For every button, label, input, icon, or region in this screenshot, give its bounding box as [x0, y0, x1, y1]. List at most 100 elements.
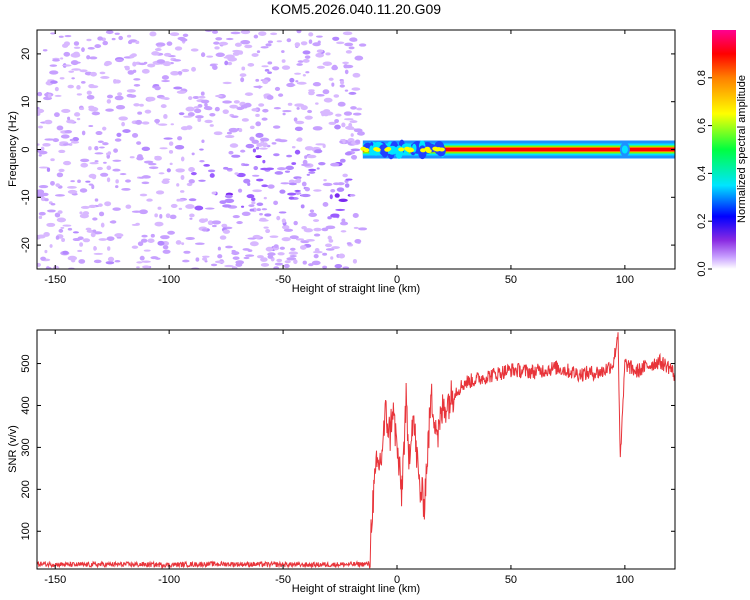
x-tick-label: 0: [394, 574, 400, 586]
spectrogram-cell: [135, 119, 143, 125]
spectrogram-cell: [167, 230, 175, 235]
spectrogram-cell: [219, 235, 227, 240]
spectrogram-cell: [38, 211, 46, 216]
spectrogram-cell: [227, 61, 233, 66]
spectrogram-cell: [281, 237, 291, 242]
spectrogram-cell: [73, 41, 80, 46]
spectrogram-cell: [61, 64, 72, 67]
spectrogram-cell: [223, 167, 233, 170]
spectrogram-cell: [79, 188, 88, 193]
spectrogram-cell: [38, 154, 42, 157]
spectrogram-cell: [256, 142, 263, 147]
spectrogram-cell: [41, 192, 49, 197]
spectrogram-cell: [344, 151, 352, 156]
spectrogram-cell: [67, 84, 74, 89]
spectrogram-cell: [155, 190, 165, 195]
spectrogram-cell: [331, 246, 340, 249]
spectrogram-cell: [67, 189, 78, 194]
colorbar-tick-label: 0.2: [696, 214, 708, 229]
spectrogram-cell: [288, 182, 297, 186]
spectrogram-cell: [54, 86, 59, 92]
spectrogram-cell: [180, 175, 185, 180]
spectrogram-cell: [175, 168, 185, 173]
spectrogram-cell: [58, 168, 65, 173]
spectrogram-cell: [146, 96, 156, 102]
spectrogram-cell: [315, 35, 323, 38]
spectrogram-cell: [251, 197, 256, 202]
spectrogram-cell: [316, 65, 325, 69]
spectrogram-cell: [273, 153, 280, 157]
spectrogram-cell: [243, 178, 251, 184]
spectrogram-cell: [136, 261, 143, 264]
spectrogram-cell: [38, 125, 43, 129]
spectrogram-cell: [82, 211, 90, 216]
spectrogram-cell: [340, 230, 347, 233]
spectrogram-cell: [86, 94, 95, 100]
spectrogram-cell: [308, 32, 314, 37]
spectrogram-cell: [66, 119, 75, 124]
spectrogram-cell: [71, 61, 81, 64]
spectrogram-cell: [288, 196, 295, 200]
spectrogram-cell: [240, 205, 245, 208]
spectrogram-cell: [322, 252, 328, 256]
spectrogram-cell: [176, 90, 187, 94]
spectrogram-cell: [246, 194, 255, 199]
spectrogram-cell: [54, 94, 62, 97]
spectrogram-cell: [315, 102, 319, 105]
spectrogram-cell: [233, 100, 240, 104]
spectrogram-cell: [173, 86, 183, 90]
spectrogram-cell: [265, 246, 274, 252]
spectrogram-cell: [156, 59, 166, 64]
spectrogram-cell: [58, 149, 66, 154]
spectrogram-cell: [191, 152, 195, 156]
x-tick-label: 0: [394, 274, 400, 286]
spectrogram-cell: [260, 46, 269, 49]
spectrogram-cell: [304, 187, 311, 192]
spectrogram-cell: [352, 258, 358, 264]
spectrogram-cell: [56, 217, 67, 223]
spectrogram-cell: [57, 210, 63, 214]
spectrogram-cell: [60, 134, 70, 139]
spectrogram-cell: [241, 66, 246, 71]
spectrogram-cell: [313, 189, 322, 192]
spectrogram-cell: [148, 162, 157, 166]
spectrogram-cell: [211, 191, 217, 195]
spectrogram-cell: [224, 194, 233, 199]
spectrogram-cell: [126, 89, 136, 93]
spectrogram-cell: [305, 71, 310, 74]
spectrogram-cell: [215, 37, 223, 41]
spectrogram-cell: [102, 126, 107, 131]
spectrogram-cell: [159, 147, 168, 150]
spectrogram-cell: [277, 252, 285, 256]
spectrogram-cell: [332, 36, 340, 41]
spectrogram-cell: [197, 117, 202, 122]
spectrogram-cell: [253, 166, 259, 171]
spectrogram-cell: [260, 257, 268, 262]
spectrogram-cell: [322, 61, 333, 66]
spectrogram-cell: [276, 258, 283, 263]
spectrogram-cell: [100, 222, 105, 228]
spectrogram-cell: [74, 112, 81, 117]
spectrogram-cell: [182, 33, 189, 38]
spectrogram-cell: [304, 155, 308, 159]
spectrogram-cell: [322, 265, 328, 269]
spectrogram-cell: [201, 228, 208, 232]
spectrogram-cell: [308, 168, 317, 172]
spectrogram-cell: [334, 193, 340, 198]
spectrogram-cell: [302, 260, 307, 265]
spectrogram-cell: [342, 173, 348, 178]
spectrogram-cell: [93, 246, 97, 251]
spectrogram-cell: [198, 179, 206, 182]
spectrogram-cell: [49, 244, 53, 248]
x-tick-label: -100: [158, 274, 180, 286]
spectrogram-cell: [346, 242, 352, 245]
spectrogram-cell: [255, 146, 260, 150]
spectrogram-cell: [180, 156, 185, 162]
spectrogram-cell: [354, 55, 364, 61]
spectrogram-cell: [114, 138, 122, 142]
spectrogram-cell: [244, 254, 255, 257]
spectrogram-cell: [64, 34, 72, 38]
spectrogram-cell: [155, 42, 166, 47]
spectrogram-cell: [222, 81, 232, 85]
spectrogram-cell: [183, 115, 193, 118]
